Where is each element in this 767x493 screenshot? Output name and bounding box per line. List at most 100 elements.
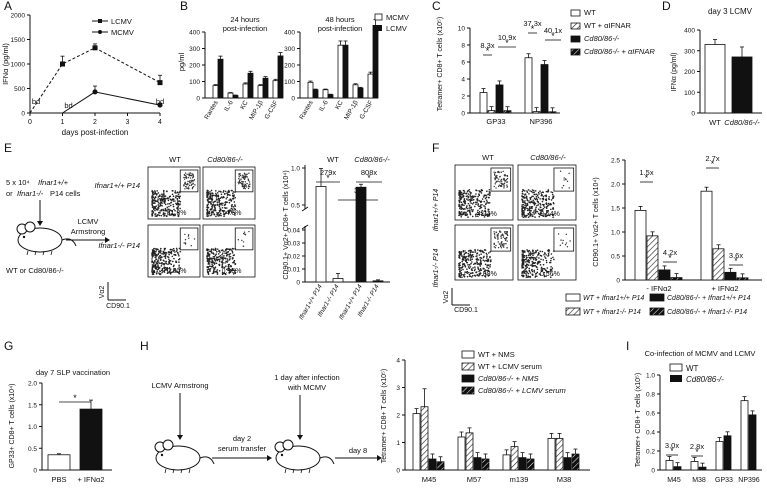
flow-event <box>469 254 471 256</box>
flow-event <box>168 260 170 263</box>
flow-event <box>226 196 229 199</box>
flow-gated-event <box>493 171 495 173</box>
flow-gated-event <box>186 187 188 189</box>
flow-event <box>458 268 460 271</box>
flow-event <box>525 267 527 270</box>
flow-event <box>461 196 463 198</box>
flow-event <box>463 255 466 258</box>
flow-gated-event <box>496 174 498 177</box>
flow-event <box>463 263 465 265</box>
bar <box>312 89 319 99</box>
flow-event <box>218 203 221 206</box>
flow-event <box>152 210 154 213</box>
flow-event <box>214 194 217 197</box>
flow-event <box>215 193 218 196</box>
flow-event <box>179 200 182 203</box>
flow-event <box>163 215 165 217</box>
y-axis-label: Tetramer+ CD8+ T cells (x10⁵) <box>381 369 388 463</box>
flow-event <box>153 250 156 252</box>
flow-event <box>220 202 223 205</box>
flow-event <box>479 265 482 267</box>
flow-event <box>215 197 218 199</box>
y-tick-label: 0 <box>196 96 200 103</box>
flow-event <box>221 265 223 267</box>
x-tick-label: 2 <box>93 119 97 126</box>
flow-event <box>480 250 482 253</box>
flow-gated-event <box>193 238 196 240</box>
flow-event <box>479 207 481 210</box>
flow-event <box>535 206 537 209</box>
flow-event <box>163 194 165 197</box>
flow-event <box>177 200 179 203</box>
flow-event <box>159 270 161 272</box>
flow-event <box>521 271 524 274</box>
flow-event <box>210 214 212 217</box>
flow-gated-event <box>502 170 504 173</box>
flow-event <box>215 192 217 195</box>
flow-event <box>521 258 524 261</box>
fold-change-label: 2.8x <box>690 442 704 451</box>
flow-event <box>523 214 526 217</box>
flow-event <box>176 271 178 273</box>
flow-event <box>169 268 172 270</box>
y-tick-label: 2.0 <box>28 381 37 388</box>
flow-event <box>490 259 492 261</box>
x-tick-label: 3 <box>126 119 130 126</box>
flow-event <box>535 258 538 261</box>
flow-gated-event <box>189 177 192 179</box>
flow-event <box>171 255 174 258</box>
flow-event <box>227 269 229 272</box>
flow-event <box>459 207 461 210</box>
flow-event <box>164 212 166 215</box>
flow-event <box>160 197 163 200</box>
y-tick-label: 0 <box>461 111 465 118</box>
flow-event <box>468 267 471 270</box>
legend-swatch <box>565 307 581 316</box>
flow-event <box>208 257 211 259</box>
schematic-text: Ifnar1-/- <box>17 189 44 198</box>
flow-event <box>216 269 219 271</box>
flow-event <box>533 201 535 203</box>
flow-event <box>458 254 460 257</box>
flow-event <box>160 195 163 198</box>
significance-star: * <box>73 393 77 403</box>
flow-gated-event <box>241 181 243 183</box>
bar <box>540 64 549 114</box>
flow-gated-event <box>245 173 247 176</box>
flow-gated-event <box>190 181 193 183</box>
flow-event <box>472 255 475 258</box>
flow-event <box>175 195 178 197</box>
flow-event <box>176 199 179 201</box>
flow-event <box>206 199 209 202</box>
flow-event <box>487 267 490 270</box>
fold-change-label: 279x <box>320 168 337 177</box>
flow-gated-event <box>243 177 245 179</box>
flow-event <box>546 270 548 273</box>
flow-gated-event <box>559 170 562 172</box>
flow-event <box>172 247 175 250</box>
legend-label: Cd80/86-/- + Ifnar1+/+ P14 <box>667 295 751 302</box>
flow-event <box>468 264 471 266</box>
flow-event <box>219 190 222 193</box>
flow-event <box>460 251 462 254</box>
flow-event <box>172 213 175 216</box>
flow-row-label: Ifnar1-/- P14 <box>433 248 440 287</box>
flow-event <box>227 212 230 215</box>
flow-event <box>208 212 211 215</box>
schematic-text: with MCMV <box>287 383 326 392</box>
mouse-tail-icon <box>199 456 215 465</box>
flow-event <box>152 270 155 272</box>
flow-event <box>155 205 158 207</box>
flow-event <box>462 263 464 265</box>
flow-event <box>159 205 161 207</box>
fold-change-label: 40.1x <box>544 26 563 35</box>
flow-event <box>474 266 476 268</box>
flow-gated-event <box>240 178 242 180</box>
flow-event <box>459 272 461 275</box>
flow-event <box>546 211 548 213</box>
flow-gated-event <box>190 184 192 187</box>
flow-gated-event <box>502 243 505 245</box>
flow-event <box>461 276 463 279</box>
bar <box>277 55 284 99</box>
flow-percent-label: 0.15% <box>222 268 242 275</box>
